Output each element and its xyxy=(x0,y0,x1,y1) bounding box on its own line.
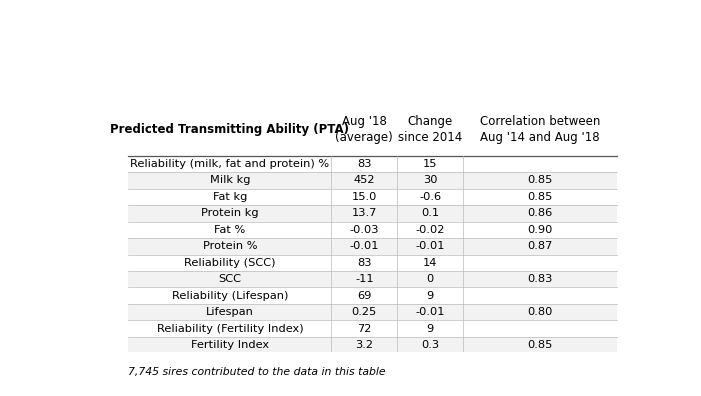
Text: 0.3: 0.3 xyxy=(421,340,440,350)
Text: -0.03: -0.03 xyxy=(350,225,379,235)
Text: Reliability (Fertility Index): Reliability (Fertility Index) xyxy=(156,324,303,334)
Text: -0.01: -0.01 xyxy=(416,307,445,317)
Text: -11: -11 xyxy=(355,274,374,284)
Text: 0.80: 0.80 xyxy=(528,307,553,317)
Text: 0: 0 xyxy=(427,274,434,284)
Bar xyxy=(128,271,618,287)
Text: 0.83: 0.83 xyxy=(528,274,553,284)
Text: 9: 9 xyxy=(427,291,434,301)
Text: Reliability (milk, fat and protein) %: Reliability (milk, fat and protein) % xyxy=(130,159,329,169)
Text: 0.1: 0.1 xyxy=(421,208,440,219)
Text: 0.85: 0.85 xyxy=(528,340,553,350)
Text: 30: 30 xyxy=(423,175,437,185)
Text: -0.01: -0.01 xyxy=(416,241,445,251)
Text: Correlation between
Aug '14 and Aug '18: Correlation between Aug '14 and Aug '18 xyxy=(480,114,601,144)
Text: 69: 69 xyxy=(357,291,372,301)
Text: Protein kg: Protein kg xyxy=(201,208,259,219)
Text: 0.90: 0.90 xyxy=(528,225,553,235)
Text: SCC: SCC xyxy=(218,274,241,284)
Text: Reliability (Lifespan): Reliability (Lifespan) xyxy=(172,291,288,301)
Text: Fat kg: Fat kg xyxy=(212,192,247,202)
Text: 72: 72 xyxy=(357,324,372,334)
Text: -0.6: -0.6 xyxy=(419,192,442,202)
Text: 0.25: 0.25 xyxy=(352,307,377,317)
Text: Lifespan: Lifespan xyxy=(206,307,254,317)
Text: 0.87: 0.87 xyxy=(528,241,553,251)
Text: Reliability (SCC): Reliability (SCC) xyxy=(184,258,275,268)
Bar xyxy=(128,172,618,189)
Text: Change
since 2014: Change since 2014 xyxy=(398,114,463,144)
Text: Predicted Transmitting Ability (PTA): Predicted Transmitting Ability (PTA) xyxy=(110,123,349,135)
Bar xyxy=(128,304,618,320)
Text: 0.86: 0.86 xyxy=(528,208,553,219)
Text: -0.02: -0.02 xyxy=(416,225,445,235)
Text: Milk kg: Milk kg xyxy=(210,175,250,185)
Text: 14: 14 xyxy=(423,258,437,268)
Text: 13.7: 13.7 xyxy=(352,208,377,219)
Text: Aug '18
(average): Aug '18 (average) xyxy=(335,114,393,144)
Text: 0.85: 0.85 xyxy=(528,175,553,185)
Bar xyxy=(128,238,618,255)
Text: 452: 452 xyxy=(353,175,375,185)
Text: 3.2: 3.2 xyxy=(355,340,374,350)
Text: Fat %: Fat % xyxy=(215,225,245,235)
Text: Protein %: Protein % xyxy=(203,241,257,251)
Text: -0.01: -0.01 xyxy=(350,241,379,251)
Text: 9: 9 xyxy=(427,324,434,334)
Text: 15: 15 xyxy=(423,159,437,169)
Bar xyxy=(128,205,618,222)
Text: 15.0: 15.0 xyxy=(352,192,377,202)
Bar xyxy=(128,337,618,353)
Text: 0.85: 0.85 xyxy=(528,192,553,202)
Text: 83: 83 xyxy=(357,258,372,268)
Text: 83: 83 xyxy=(357,159,372,169)
Text: Fertility Index: Fertility Index xyxy=(191,340,269,350)
Text: 7,745 sires contributed to the data in this table: 7,745 sires contributed to the data in t… xyxy=(128,367,386,377)
